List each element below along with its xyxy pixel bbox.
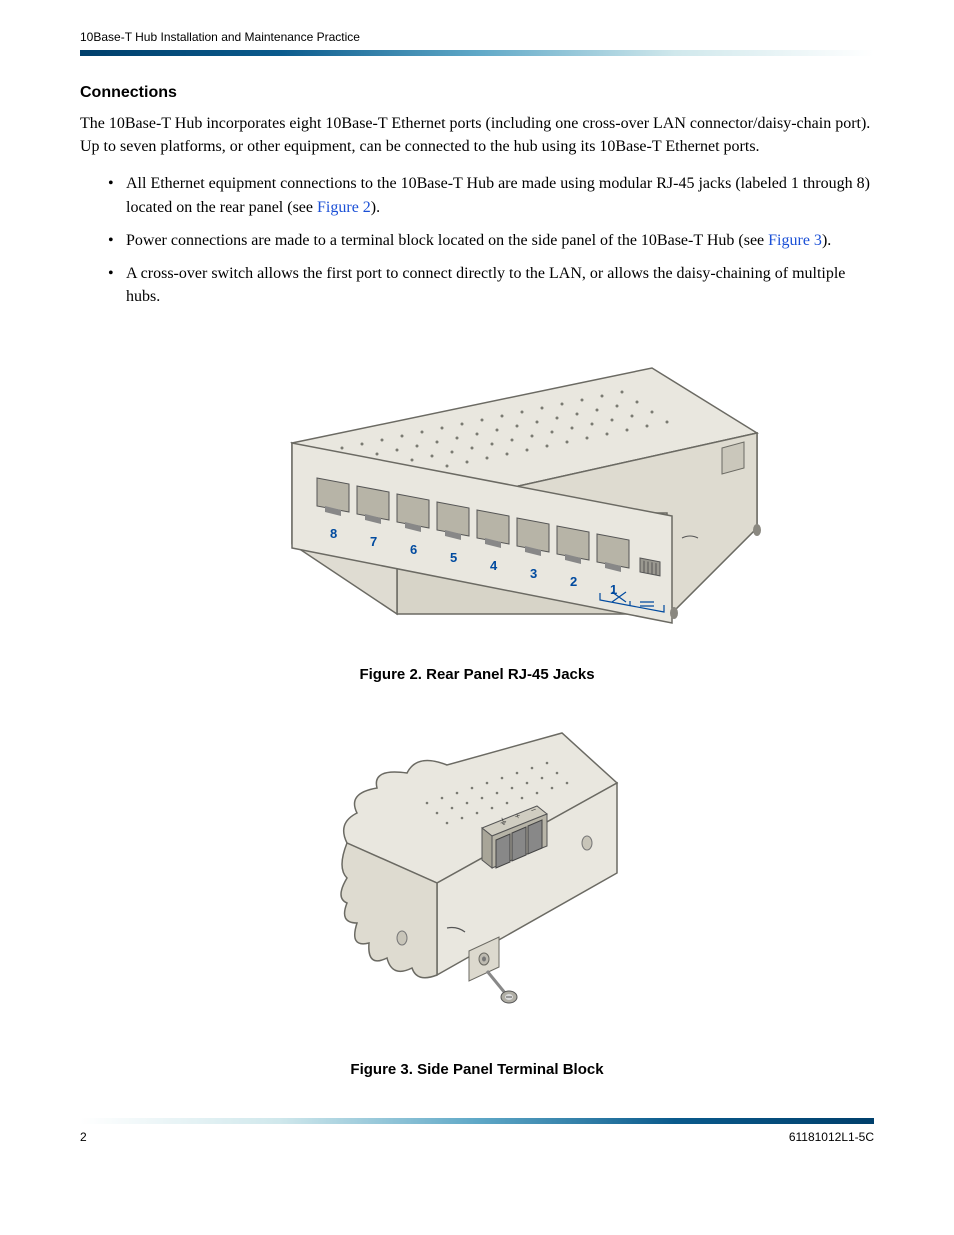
list-text-pre: Power connections are made to a terminal…	[126, 232, 768, 249]
list-text-pre: A cross-over switch allows the first por…	[126, 265, 845, 305]
figure-2-illustration: 8 7 6 5 4 3 2 1	[182, 338, 772, 648]
port-label: 8	[330, 526, 337, 541]
page-footer: 2 61181012L1-5C	[0, 1130, 954, 1144]
figure-3-block: ⏚ + − Figu	[80, 723, 874, 1078]
port-label: 5	[450, 550, 457, 565]
list-item: Power connections are made to a terminal…	[108, 229, 874, 252]
figure-2-caption: Figure 2. Rear Panel RJ-45 Jacks	[80, 666, 874, 683]
list-text-post: ).	[371, 199, 380, 216]
running-header: 10Base-T Hub Installation and Maintenanc…	[0, 30, 954, 50]
list-item: All Ethernet equipment connections to th…	[108, 172, 874, 218]
list-text-pre: All Ethernet equipment connections to th…	[126, 175, 870, 215]
intro-paragraph: The 10Base-T Hub incorporates eight 10Ba…	[80, 112, 874, 158]
running-title: 10Base-T Hub Installation and Maintenanc…	[80, 30, 360, 44]
doc-id: 61181012L1-5C	[789, 1130, 874, 1144]
port-label: 7	[370, 534, 377, 549]
section-heading: Connections	[80, 84, 874, 102]
page-number: 2	[80, 1130, 87, 1144]
header-rule	[80, 50, 874, 56]
figure-3-illustration: ⏚ + −	[327, 723, 627, 1043]
port-label: 1	[610, 582, 617, 597]
port-label: 3	[530, 566, 537, 581]
figure-2-block: 8 7 6 5 4 3 2 1 Figure 2. Rear Panel RJ-…	[80, 338, 874, 683]
figure-link[interactable]: Figure 3	[768, 232, 822, 249]
list-text-post: ).	[822, 232, 831, 249]
port-label: 2	[570, 574, 577, 589]
bullet-list: All Ethernet equipment connections to th…	[80, 172, 874, 308]
figure-link[interactable]: Figure 2	[317, 199, 371, 216]
footer-rule	[80, 1118, 874, 1124]
port-label: 4	[490, 558, 498, 573]
main-content: Connections The 10Base-T Hub incorporate…	[0, 84, 954, 1078]
list-item: A cross-over switch allows the first por…	[108, 262, 874, 308]
port-label: 6	[410, 542, 417, 557]
figure-3-caption: Figure 3. Side Panel Terminal Block	[80, 1061, 874, 1078]
